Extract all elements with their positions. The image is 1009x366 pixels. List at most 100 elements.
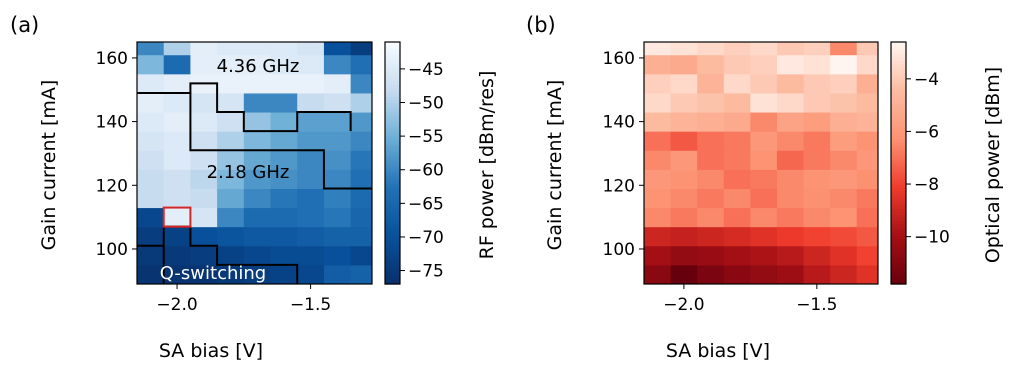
panel-a-colorbar-segment — [385, 141, 400, 146]
panel-b-colorbar-segment — [891, 178, 906, 182]
panel-b-cell — [776, 112, 805, 132]
panel-a-xtick-label: −1.5 — [290, 295, 331, 315]
panel-a-colorbar-segment — [385, 45, 400, 49]
panel-b-cell — [644, 245, 672, 266]
panel-b-colorbar-segment — [891, 45, 906, 49]
panel-b-colorbar-segment — [891, 277, 906, 282]
panel-a-cell — [350, 245, 372, 266]
panel-a-cell — [323, 150, 352, 170]
panel-a-cell — [270, 245, 298, 266]
panel-b-cell — [830, 73, 858, 94]
panel-a-cell — [323, 207, 352, 228]
panel-a-cell — [323, 42, 352, 56]
panel-a-cell — [297, 188, 325, 209]
panel-a-cell — [350, 73, 372, 94]
panel-a-cell — [323, 245, 352, 266]
panel-b-colorbar-tick-label: −6 — [914, 122, 939, 142]
panel-a-cell — [137, 92, 165, 113]
panel-b-colorbar-segment — [891, 211, 906, 216]
panel-b-colorbar-segment — [891, 202, 906, 206]
panel-a-colorbar-segment — [385, 156, 400, 161]
panel-b-colorbar-segment — [891, 153, 906, 158]
region-boundary-q-switching — [137, 225, 299, 284]
panel-a-cell — [217, 73, 245, 94]
panel-a-cell — [217, 92, 245, 113]
panel-b-colorbar-segment — [891, 205, 906, 209]
panel-b-colorbar-segment — [891, 244, 906, 249]
panel-a-colorbar-segment — [385, 226, 400, 231]
panel-a-colorbar-segment — [385, 208, 400, 212]
panel-a-colorbar-segment — [385, 250, 400, 255]
panel-b-xtick-label: −2.0 — [663, 295, 704, 315]
panel-b-colorbar-segment — [891, 256, 906, 261]
panel-b: −2.0 −1.5 100 120 140 160 −4 −6 −8 −10 — [603, 41, 950, 315]
panel-a-cell — [190, 264, 218, 284]
panel-a-colorbar-segment — [385, 256, 400, 261]
panel-b-colorbar-segment — [891, 241, 906, 246]
panel-b-cell — [750, 169, 778, 189]
panel-a-cell — [137, 169, 165, 189]
panel-a-colorbar-tick-label: −70 — [408, 228, 444, 248]
panel-b-cell — [644, 150, 672, 170]
panel-a-cell — [217, 245, 245, 266]
panel-b-colorbar-segment — [891, 126, 906, 131]
panel-a-cell — [270, 42, 298, 56]
panel-b-axes-frame — [643, 41, 879, 285]
panel-a-cell — [137, 264, 165, 284]
panel-b-cell — [856, 54, 878, 75]
panel-a-cell — [297, 264, 325, 284]
panel-b-colorbar-segment — [891, 156, 906, 161]
panel-b-cell — [644, 112, 672, 132]
panel-b-cell — [723, 245, 751, 266]
panel-b-cell — [697, 169, 725, 189]
panel-b-cell — [644, 264, 672, 284]
panel-a-cell — [217, 188, 245, 209]
panel-label-b: (b) — [526, 13, 556, 37]
panel-b-ytick-label: 160 — [603, 49, 635, 69]
panel-b-colorbar-segment — [891, 159, 906, 164]
panel-a-xlabel: SA bias [V] — [159, 340, 263, 362]
panel-a-cell — [270, 92, 298, 113]
panel-a-colorbar-segment — [385, 153, 400, 158]
panel-a-xtick-label: −2.0 — [156, 295, 197, 315]
panel-a-cell — [350, 188, 372, 209]
panel-a-cell — [270, 264, 298, 284]
panel-b-colorbar-segment — [891, 187, 906, 191]
panel-a-colorbar-segment — [385, 253, 400, 258]
panel-b-colorbar-segment — [891, 214, 906, 219]
panel-a-colorbar-segment — [385, 277, 400, 282]
panel-a-colorbar-segment — [385, 147, 400, 152]
panel-a-cell — [190, 169, 218, 189]
panel-b-colorbar-segment — [891, 232, 906, 237]
panel-a-cell — [163, 207, 191, 228]
panel-a-colorbar-tick-label: −75 — [408, 262, 444, 282]
panel-b-cell — [803, 131, 831, 151]
panel-b-colorbar-segment — [891, 262, 906, 267]
panel-a-colorbar-segment — [385, 217, 400, 222]
panel-b-cell — [697, 54, 725, 75]
panel-b-colorbar-segment — [891, 111, 906, 116]
panel-a-colorbar-segment — [385, 159, 400, 164]
panel-b-colorbar-segment — [891, 132, 906, 137]
panel-b-cell — [830, 188, 858, 209]
panel-a-cell — [323, 112, 352, 132]
panel-b-cell — [803, 245, 831, 266]
panel-a-ytick-label: 120 — [96, 176, 128, 196]
panel-a-cell — [163, 92, 191, 113]
panel-a-cell — [243, 207, 272, 228]
panel-b-cell — [750, 131, 778, 151]
panel-b-colorbar-segment — [891, 172, 906, 176]
panel-a-cell — [163, 150, 191, 170]
panel-b-cell — [830, 92, 858, 113]
panel-b-cell — [776, 54, 805, 75]
panel-a-colorbar-segment — [385, 166, 400, 170]
panel-a-cell — [350, 92, 372, 113]
panel-b-cell — [856, 188, 878, 209]
panel-a-cell — [270, 150, 298, 170]
panel-a-cell — [270, 169, 298, 189]
panel-b-cell — [803, 169, 831, 189]
panel-a-colorbar-segment — [385, 99, 400, 104]
panel-a-colorbar-segment — [385, 144, 400, 149]
panel-b-cell — [856, 169, 878, 189]
panel-b-colorbar-tick-label: −4 — [914, 70, 939, 90]
